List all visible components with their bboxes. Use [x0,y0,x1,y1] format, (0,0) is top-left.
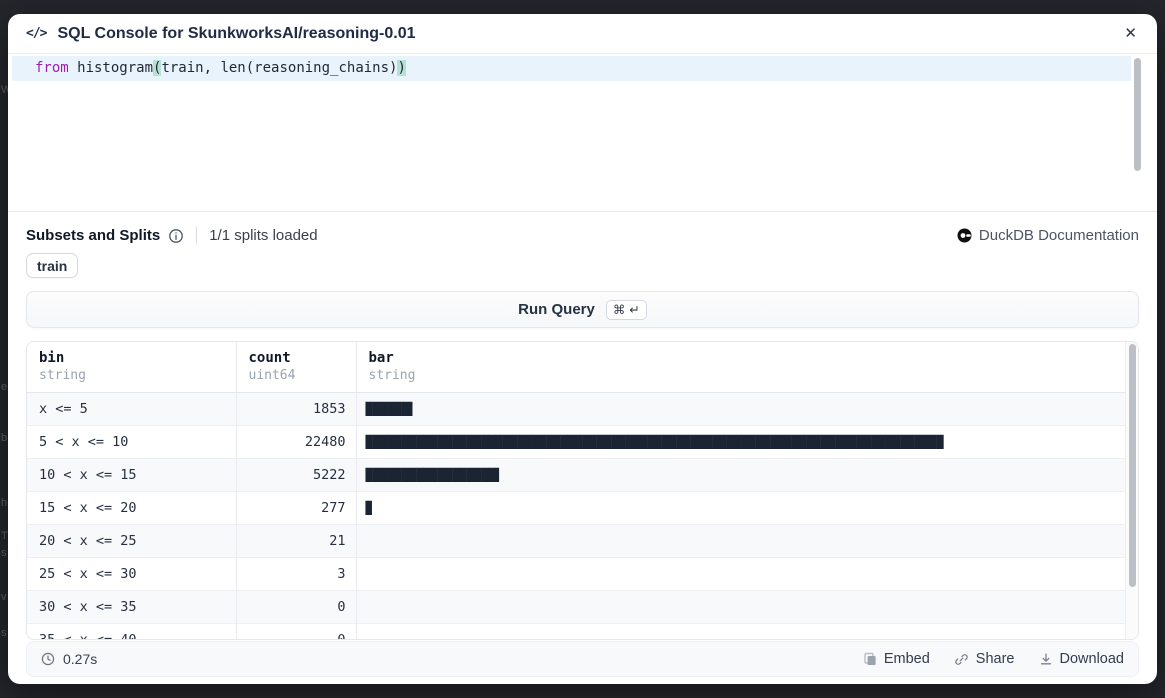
bar-cell: ▉ [355,491,1125,525]
sql-close-paren: ) [397,60,406,76]
keyboard-shortcut-badge: ⌘ ↵ [605,299,647,320]
bar-cell: ██████▌ [355,392,1125,426]
count-cell: 0 [235,590,356,624]
close-button[interactable]: ✕ [1124,24,1137,42]
count-cell: 0 [235,623,356,639]
backdrop-text-fragment: s [1,627,7,639]
results-table-grid: bin string count uint64 bar string [27,342,1125,639]
bar-cell: ████████████████████████████████████████… [355,425,1125,459]
column-type: string [368,368,416,383]
table-row: x <= 5 1853 ██████▌ [27,392,1125,426]
bin-cell: 15 < x <= 20 [27,491,236,525]
sql-open-paren: ( [153,60,162,76]
table-row: 35 < x <= 40 0 [27,623,1125,639]
embed-button[interactable]: Embed [863,651,930,667]
count-cell: 22480 [235,425,356,459]
backdrop-text-fragment: e [1,381,8,393]
bin-cell: 10 < x <= 15 [27,458,236,492]
editor-active-line [12,56,1131,81]
embed-clipboard-icon [864,652,876,665]
count-cell: 3 [235,557,356,591]
column-header-bar: bar string [355,342,1125,393]
embed-label: Embed [883,651,930,667]
split-chips-row: train [26,253,1139,279]
share-label: Share [975,651,1015,667]
code-icon: </> [26,26,48,41]
subsets-and-splits-row: Subsets and Splits 1/1 splits loaded Duc… [26,225,1139,246]
column-name: count [248,350,291,366]
editor-scrollbar-thumb[interactable] [1134,58,1141,171]
table-scrollbar-track[interactable] [1125,342,1138,639]
table-header: bin string count uint64 bar string [27,342,1125,393]
table-body: x <= 5 1853 ██████▌ 5 < x <= 10 22480 ██… [27,392,1125,639]
backdrop-text-fragment: W [1,84,12,96]
run-query-button[interactable]: Run Query ⌘ ↵ [26,291,1139,328]
modal-header: </> SQL Console for SkunkworksAI/reasoni… [8,14,1157,54]
backdrop-text-fragment: h [1,497,8,509]
table-row: 5 < x <= 10 22480 ██████████████████████… [27,425,1125,459]
sql-function: histogram [68,60,154,76]
download-label: Download [1059,651,1125,667]
splits-loaded-status: 1/1 splits loaded [209,227,318,244]
column-name: bin [39,350,65,366]
split-chip-train[interactable]: train [26,253,79,278]
vertical-divider [196,227,198,244]
bin-cell: 35 < x <= 40 [27,623,236,639]
subsets-heading: Subsets and Splits [26,227,161,244]
bar-cell [355,557,1125,591]
sql-console-modal: </> SQL Console for SkunkworksAI/reasoni… [8,14,1157,684]
bin-cell: 30 < x <= 35 [27,590,236,624]
count-cell: 277 [235,491,356,525]
table-row: 15 < x <= 20 277 ▉ [27,491,1125,525]
info-icon[interactable] [168,228,184,244]
count-cell: 5222 [235,458,356,492]
modal-title: SQL Console for SkunkworksAI/reasoning-0… [57,24,416,42]
results-table-container: bin string count uint64 bar string [26,341,1139,640]
footer-actions: Embed Share Download [863,651,1124,667]
backdrop-text-fragment: T [1,530,8,542]
sql-editor[interactable]: from histogram(train, len(reasoning_chai… [8,54,1157,212]
count-cell: 1853 [235,392,356,426]
backdrop-text-fragment: s [1,547,7,559]
results-table: bin string count uint64 bar string [27,342,1125,639]
results-footer: 0.27s Embed Share [26,641,1139,677]
sql-keyword: from [35,60,69,76]
sql-query-text[interactable]: from histogram(train, len(reasoning_chai… [35,56,406,81]
bar-cell [355,623,1125,639]
table-scrollbar-thumb[interactable] [1129,344,1136,587]
column-type: string [39,368,86,383]
run-query-label: Run Query [518,301,595,318]
clock-icon [41,652,55,666]
table-row: 25 < x <= 30 3 [27,557,1125,591]
bar-cell: ██████████████████▌ [355,458,1125,492]
query-duration: 0.27s [41,651,97,667]
share-button[interactable]: Share [954,651,1015,667]
column-type: uint64 [248,368,296,383]
duckdb-link-label: DuckDB Documentation [978,227,1139,244]
table-row: 10 < x <= 15 5222 ██████████████████▌ [27,458,1125,492]
bin-cell: 25 < x <= 30 [27,557,236,591]
download-icon [1040,653,1051,665]
sql-args: train, len(reasoning_chains) [161,60,398,76]
duration-text: 0.27s [63,651,98,667]
share-link-icon [955,653,968,665]
bar-cell [355,590,1125,624]
table-row: 30 < x <= 35 0 [27,590,1125,624]
column-name: bar [368,350,394,366]
duckdb-documentation-link[interactable]: DuckDB Documentation [957,227,1139,244]
column-header-count: count uint64 [235,342,356,393]
column-header-bin: bin string [27,342,236,393]
download-button[interactable]: Download [1039,651,1125,667]
backdrop-text-fragment: b [1,432,8,444]
table-row: 20 < x <= 25 21 [27,524,1125,558]
bin-cell: x <= 5 [39,401,88,417]
bin-cell: 20 < x <= 25 [27,524,236,558]
count-cell: 21 [235,524,356,558]
bar-cell [355,524,1125,558]
bin-cell: 5 < x <= 10 [27,425,236,459]
duckdb-logo-icon [957,228,972,243]
backdrop-text-fragment: v [1,591,7,603]
